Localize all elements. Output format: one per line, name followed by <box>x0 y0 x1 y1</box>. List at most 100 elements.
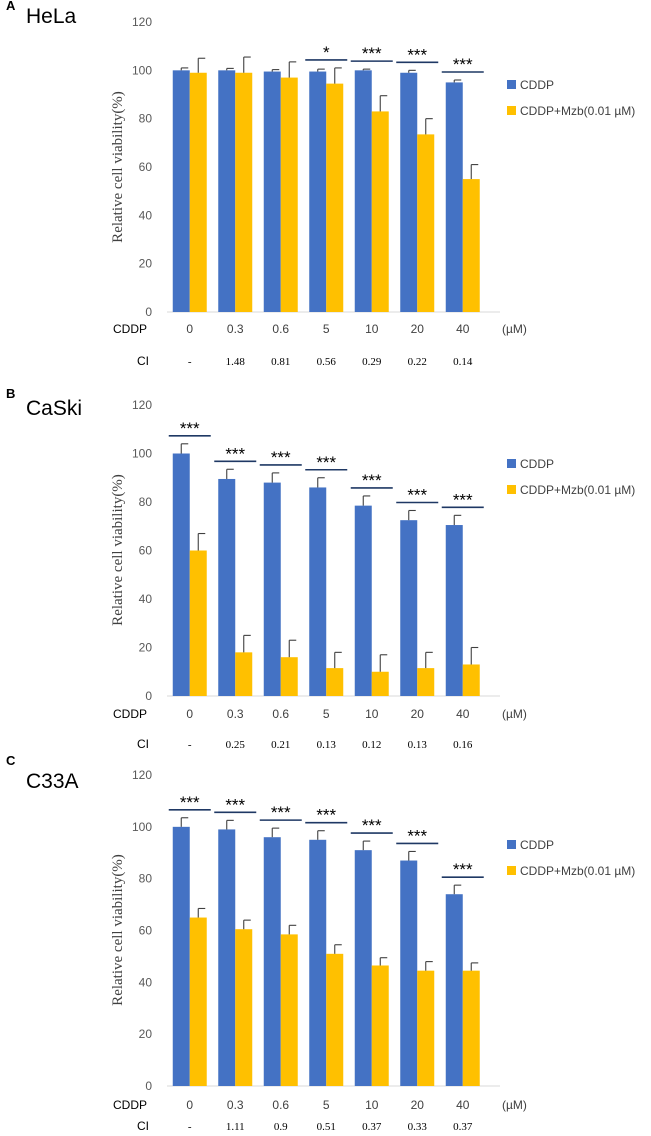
bar-cddp <box>172 453 190 696</box>
legend-label-cddp: CDDP <box>520 457 554 471</box>
y-tick-label: 80 <box>139 112 153 126</box>
bar-cddp <box>172 70 190 312</box>
legend-swatch-cddp <box>507 80 516 89</box>
panel-letter: B <box>6 386 15 401</box>
ci-value: 0.29 <box>362 356 382 368</box>
x-tick-label: 0 <box>186 322 193 336</box>
x-axis-unit: (µM) <box>502 1098 527 1112</box>
y-axis-label: Relative cell viability(%) <box>110 91 126 243</box>
bar-cddp <box>445 82 463 313</box>
legend-label-combo: CDDP+Mzb(0.01 µM) <box>520 483 635 497</box>
legend-label-cddp: CDDP <box>520 78 554 92</box>
x-tick-label: 0.3 <box>227 707 244 721</box>
x-tick-label: 5 <box>323 322 330 336</box>
x-tick-label: 10 <box>365 707 379 721</box>
bar-cddp <box>400 520 418 696</box>
bar-cddp <box>445 894 463 1086</box>
y-tick-label: 20 <box>139 257 153 271</box>
bar-cddp <box>172 826 190 1086</box>
ci-value: 0.16 <box>453 739 473 751</box>
chart-title: HeLa <box>26 5 77 28</box>
x-tick-label: 0 <box>186 707 193 721</box>
bar-combo <box>462 179 480 312</box>
significance-marker: *** <box>362 816 382 835</box>
bar-cddp <box>354 70 372 312</box>
significance-marker: *** <box>453 490 473 509</box>
y-tick-label: 20 <box>139 1027 153 1041</box>
significance-marker: *** <box>271 448 291 467</box>
ci-value: - <box>188 1121 192 1133</box>
y-tick-label: 0 <box>145 1079 152 1093</box>
bar-combo <box>417 970 435 1086</box>
x-axis-title: CDDP <box>113 707 147 721</box>
bar-combo <box>235 929 253 1086</box>
y-axis-label: Relative cell viability(%) <box>110 854 126 1006</box>
significance-marker: *** <box>453 860 473 879</box>
bar-cddp <box>218 829 236 1086</box>
y-tick-label: 100 <box>132 820 152 834</box>
ci-row-label: CI <box>137 737 149 751</box>
y-tick-label: 120 <box>132 398 152 412</box>
significance-marker: *** <box>316 806 336 825</box>
bar-combo <box>189 72 207 312</box>
y-tick-label: 20 <box>139 641 153 655</box>
significance-marker: *** <box>225 444 245 463</box>
bar-combo <box>326 668 344 696</box>
y-tick-label: 100 <box>132 63 152 77</box>
significance-marker: *** <box>407 45 427 64</box>
significance-marker: *** <box>180 419 200 438</box>
chart-title: C33A <box>26 770 79 793</box>
ci-value: - <box>188 739 192 751</box>
chart-title: CaSki <box>26 397 82 420</box>
y-tick-label: 60 <box>139 544 153 558</box>
x-axis-unit: (µM) <box>502 707 527 721</box>
x-tick-label: 10 <box>365 1098 379 1112</box>
x-tick-label: 40 <box>456 707 470 721</box>
x-tick-label: 5 <box>323 707 330 721</box>
ci-value: - <box>188 356 192 368</box>
ci-value: 0.25 <box>226 739 246 751</box>
x-tick-label: 10 <box>365 322 379 336</box>
x-tick-label: 0.3 <box>227 1098 244 1112</box>
y-tick-label: 80 <box>139 495 153 509</box>
y-axis-label: Relative cell viability(%) <box>110 474 126 626</box>
ci-value: 0.33 <box>408 1121 428 1133</box>
panel-letter: C <box>6 753 16 768</box>
x-tick-label: 40 <box>456 1098 470 1112</box>
legend-swatch-cddp <box>507 459 516 468</box>
ci-row-label: CI <box>137 1119 149 1133</box>
bar-cddp <box>400 72 418 312</box>
x-tick-label: 0 <box>186 1098 193 1112</box>
significance-marker: *** <box>271 803 291 822</box>
bar-cddp <box>354 505 372 696</box>
x-axis-title: CDDP <box>113 322 147 336</box>
legend-label-combo: CDDP+Mzb(0.01 µM) <box>520 864 635 878</box>
y-tick-label: 40 <box>139 208 153 222</box>
significance-marker: *** <box>225 795 245 814</box>
legend-swatch-cddp <box>507 840 516 849</box>
legend-label-cddp: CDDP <box>520 838 554 852</box>
y-tick-label: 0 <box>145 305 152 319</box>
y-tick-label: 120 <box>132 15 152 29</box>
ci-value: 0.37 <box>362 1121 382 1133</box>
ci-value: 1.48 <box>226 356 246 368</box>
bar-cddp <box>263 482 281 696</box>
significance-marker: *** <box>407 826 427 845</box>
bar-cddp <box>309 71 327 313</box>
ci-value: 0.13 <box>317 739 337 751</box>
bar-combo <box>417 134 435 312</box>
x-tick-label: 20 <box>411 322 425 336</box>
y-tick-label: 0 <box>145 689 152 703</box>
bar-cddp <box>354 850 372 1086</box>
bar-combo <box>462 970 480 1086</box>
y-tick-label: 40 <box>139 975 153 989</box>
x-tick-label: 40 <box>456 322 470 336</box>
bar-combo <box>371 671 389 696</box>
ci-value: 0.37 <box>453 1121 473 1133</box>
ci-value: 0.81 <box>271 356 290 368</box>
legend-label-combo: CDDP+Mzb(0.01 µM) <box>520 104 635 118</box>
bar-cddp <box>218 478 236 696</box>
bar-cddp <box>445 525 463 696</box>
